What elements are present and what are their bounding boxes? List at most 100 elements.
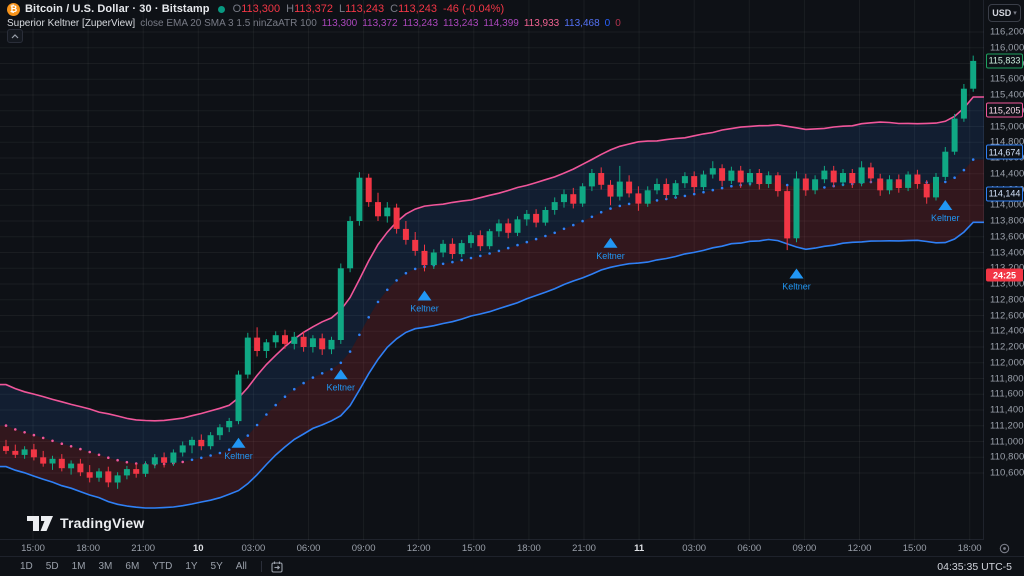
low-value: 113,243 (345, 3, 385, 15)
price-tick: 112,800 (990, 294, 1024, 306)
time-tick: 12:00 (847, 543, 872, 554)
bottom-toolbar: 1D 5D 1M 3M 6M YTD 1Y 5Y All 04:35:35 UTC-5 (0, 556, 1024, 576)
indicator-value: 113,243 (443, 18, 479, 29)
keltner-signal-marker: Keltner (596, 237, 625, 261)
range-button-5d[interactable]: 5D (45, 561, 59, 572)
range-button-ytd[interactable]: YTD (152, 561, 173, 572)
tradingview-logo-icon (27, 516, 53, 531)
axis-settings-corner[interactable] (985, 540, 1024, 556)
chevron-up-icon (11, 33, 19, 38)
price-tick: 110,800 (990, 451, 1024, 463)
indicator-value: 113,933 (523, 18, 560, 29)
bar-countdown-label: 24:25 (986, 268, 1023, 282)
close-value: 113,243 (398, 3, 438, 15)
range-button-1y[interactable]: 1Y (185, 561, 198, 572)
indicator-value: 0 (615, 18, 621, 29)
price-tick: 111,400 (990, 404, 1024, 416)
indicator-value: 114,399 (483, 18, 519, 29)
indicator-value: 113,243 (402, 18, 439, 29)
time-tick: 06:00 (296, 543, 321, 554)
keltner-signal-marker: Keltner (782, 268, 811, 291)
time-tick: 18:00 (517, 543, 541, 554)
price-level-label: 114,144 (986, 186, 1023, 202)
legend-collapse-button[interactable] (7, 29, 23, 43)
price-tick: 113,000 (990, 278, 1024, 290)
go-to-date-button[interactable] (270, 560, 284, 574)
price-scale[interactable]: USD ▾ 116,200116,000115,800115,600115,40… (985, 0, 1024, 540)
time-tick: 12:00 (406, 543, 431, 554)
price-tick: 111,600 (990, 388, 1024, 400)
time-tick: 09:00 (351, 543, 376, 554)
svg-text:Keltner: Keltner (931, 213, 960, 223)
time-tick: 21:00 (131, 543, 156, 554)
time-tick: 03:00 (241, 543, 266, 554)
range-button-3m[interactable]: 3M (98, 561, 113, 572)
time-tick: 15:00 (461, 543, 486, 554)
indicator-title[interactable]: Superior Keltner [ZuperView] (7, 18, 136, 29)
chevron-down-icon: ▾ (1013, 10, 1017, 17)
price-tick: 111,000 (990, 436, 1024, 447)
range-button-1d[interactable]: 1D (20, 561, 33, 572)
price-tick: 113,200 (990, 263, 1024, 274)
indicator-value: 113,300 (321, 18, 358, 29)
currency-label: USD (992, 8, 1012, 18)
timezone-clock-icon (999, 543, 1010, 553)
price-tick: 115,000 (990, 121, 1024, 132)
range-button-1m[interactable]: 1M (71, 561, 86, 572)
time-tick: 09:00 (792, 543, 817, 554)
tradingview-logo-text: TradingView (60, 515, 145, 531)
clock-display[interactable]: 04:35:35 UTC-5 (937, 560, 1012, 573)
open-value: 113,300 (241, 3, 281, 15)
time-axis[interactable]: 15:00 18:00 21:00 10 03:00 06:00 09:00 12:00 15:… (0, 540, 984, 556)
price-tick: 114,800 (990, 136, 1024, 148)
time-tick: 15:00 (902, 543, 927, 554)
indicator-legend-row[interactable]: Superior Keltner [ZuperView] close EMA 2… (7, 17, 626, 30)
bitcoin-icon: ₿ (7, 2, 20, 16)
market-open-dot-icon[interactable] (217, 5, 225, 13)
price-tick: 116,200 (990, 26, 1024, 38)
range-button-5y[interactable]: 5Y (210, 561, 223, 572)
svg-text:Keltner: Keltner (410, 304, 439, 314)
price-tick: 110,600 (990, 467, 1024, 479)
time-tick: 03:00 (682, 543, 707, 554)
keltner-signal-marker: Keltner (410, 290, 439, 314)
indicator-values: 113,300 113,372 113,243 113,243 114,399 113,9… (322, 18, 626, 29)
candlestick-chart[interactable]: Keltner Keltner Keltner Keltner Keltner Keltn… (0, 0, 984, 540)
range-button-6m[interactable]: 6M (125, 561, 140, 572)
svg-text:Keltner: Keltner (224, 451, 253, 461)
price-tick: 111,200 (990, 420, 1024, 432)
ohlc-values: O113,300 H113,372 L113,243 C113,243 -46 … (232, 3, 505, 15)
indicator-value: 113,468 (564, 18, 600, 29)
price-tick: 112,000 (990, 357, 1024, 369)
svg-text:Keltner: Keltner (596, 251, 625, 261)
price-tick: 112,600 (990, 310, 1024, 321)
time-tick: 18:00 (957, 543, 982, 554)
keltner-signal-marker: Keltner (931, 199, 960, 223)
toolbar-divider (260, 561, 262, 572)
indicator-params: close EMA 20 SMA 3 1.5 ninZaATR 100 (140, 18, 317, 29)
calendar-icon (271, 561, 283, 573)
price-tick: 115,400 (990, 89, 1024, 101)
price-tick: 112,400 (990, 325, 1024, 337)
price-tick: 115,600 (990, 73, 1024, 85)
currency-selector-button[interactable]: USD ▾ (988, 4, 1021, 22)
tradingview-logo[interactable]: TradingView (27, 515, 144, 531)
range-button-all[interactable]: All (235, 561, 247, 572)
price-tick: 113,400 (990, 247, 1024, 258)
candles (3, 55, 977, 489)
price-level-label: 114,674 (986, 144, 1023, 160)
svg-text:Keltner: Keltner (327, 382, 356, 392)
symbol-legend-row[interactable]: ₿ Bitcoin / U.S. Dollar · 30 · Bitstamp … (7, 2, 626, 16)
price-tick: 112,200 (990, 341, 1024, 353)
change-value: -46 (-0.04%) (443, 3, 505, 15)
keltner-signal-marker: Keltner (224, 437, 253, 461)
time-tick: 18:00 (76, 543, 100, 554)
time-tick: 10 (193, 543, 204, 554)
price-tick: 116,000 (990, 42, 1024, 54)
date-range-buttons: 1D 5D 1M 3M 6M YTD 1Y 5Y All (0, 559, 253, 574)
chart-pane[interactable]: Keltner Keltner Keltner Keltner Keltner Keltn… (0, 0, 984, 540)
price-tick: 114,400 (990, 168, 1024, 180)
symbol-title[interactable]: Bitcoin / U.S. Dollar · 30 · Bitstamp (25, 3, 210, 15)
indicator-value: 113,372 (362, 18, 398, 29)
